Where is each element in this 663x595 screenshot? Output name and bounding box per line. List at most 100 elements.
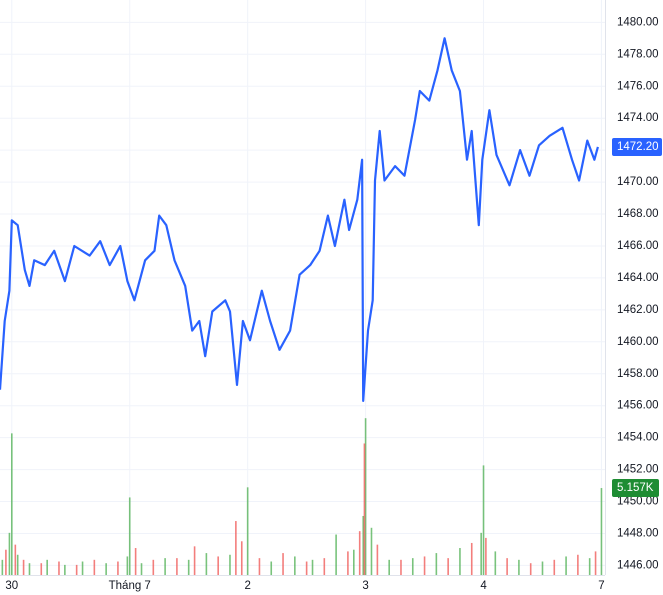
- volume-bar: [411, 558, 414, 575]
- volume-bar: [126, 556, 129, 575]
- price-line: [0, 37, 599, 402]
- volume-bar: [447, 558, 449, 575]
- volume-bar: [164, 558, 166, 575]
- y-tick-label: 1480.00: [617, 16, 659, 28]
- y-tick-label: 1470.00: [617, 176, 659, 188]
- volume-bar: [565, 556, 567, 575]
- volume-bar: [435, 553, 438, 575]
- volume-bar: [246, 487, 249, 575]
- y-tick-label: 1448.00: [617, 528, 659, 540]
- volume-bar: [193, 546, 196, 575]
- volume-bar: [64, 564, 66, 575]
- volume-label: 5.157K: [617, 482, 654, 494]
- y-tick-label: 1478.00: [617, 48, 659, 60]
- y-tick-label: 1462.00: [617, 304, 659, 316]
- x-tick-label: 2: [244, 580, 250, 592]
- y-tick-label: 1450.00: [617, 496, 659, 508]
- volume-bar: [364, 418, 367, 575]
- volume-bar: [370, 527, 373, 575]
- volume-bar: [553, 559, 556, 575]
- volume-bar: [362, 515, 365, 575]
- price-label-box: [612, 137, 662, 156]
- volume-bar: [600, 488, 603, 575]
- y-tick-label: 1446.00: [617, 559, 659, 571]
- volume-bar: [205, 553, 208, 575]
- price-label: 1472.20: [617, 141, 659, 153]
- volume-bar: [235, 521, 237, 575]
- volume-bar: [46, 559, 48, 575]
- volume-bar: [577, 554, 579, 575]
- volume-bar: [28, 563, 31, 575]
- volume-bar: [152, 559, 155, 575]
- x-tick-label: 7: [598, 580, 604, 592]
- volume-bar: [1, 559, 4, 575]
- volume-bar: [400, 559, 402, 575]
- volume-bar: [5, 549, 7, 575]
- volume-bar: [335, 534, 337, 575]
- y-tick-label: 1458.00: [617, 368, 659, 380]
- volume-bar: [353, 549, 355, 575]
- y-tick-label: 1454.00: [617, 432, 659, 444]
- x-tick-label: 3: [362, 580, 368, 592]
- volume-bar: [594, 551, 597, 575]
- volume-bar: [128, 497, 131, 575]
- volume-bar: [305, 561, 308, 575]
- volume-label-box: [612, 479, 659, 498]
- y-tick-label: 1476.00: [617, 80, 659, 92]
- volume-bar: [480, 532, 482, 575]
- volume-bar: [459, 548, 461, 575]
- volume-bar: [81, 561, 84, 575]
- x-tick-label: Tháng 7: [109, 580, 151, 592]
- volume-bar: [229, 554, 231, 575]
- x-tick-label: 30: [5, 580, 18, 592]
- volume-bar: [176, 558, 178, 575]
- volume-bar: [140, 563, 143, 575]
- volume-bar: [40, 563, 43, 575]
- volume-bar: [294, 556, 296, 575]
- volume-bar: [363, 443, 366, 575]
- volume-bar: [105, 563, 107, 575]
- volume-bar: [240, 541, 243, 575]
- volume-bar: [470, 542, 473, 575]
- volume-bar: [8, 532, 11, 575]
- y-tick-label: 1466.00: [617, 240, 659, 252]
- volume-bar: [14, 544, 17, 575]
- x-tick-label: 4: [480, 580, 487, 592]
- volume-bar: [358, 531, 361, 575]
- volume-bar: [311, 559, 314, 575]
- volume-bar: [388, 559, 390, 575]
- volume-bar: [16, 554, 19, 575]
- volume-bar: [75, 564, 78, 575]
- volume-bar: [117, 561, 119, 575]
- y-tick-label: 1468.00: [617, 208, 659, 220]
- volume-bar: [529, 563, 532, 575]
- y-tick-label: 1456.00: [617, 400, 659, 412]
- y-tick-label: 1452.00: [617, 464, 659, 476]
- volume-bar: [10, 433, 13, 575]
- volume-bar: [423, 556, 426, 575]
- y-tick-label: 1460.00: [617, 336, 659, 348]
- volume-bar: [541, 561, 544, 575]
- volume-bar: [22, 559, 25, 575]
- volume-bar: [258, 558, 261, 575]
- volume-bar: [347, 551, 349, 575]
- volume-bar: [323, 558, 326, 575]
- volume-bar: [187, 559, 190, 575]
- grid: [0, 0, 605, 575]
- volume-bar: [217, 556, 219, 575]
- volume-bar: [376, 544, 379, 575]
- volume-bar: [485, 537, 487, 575]
- volume-bar: [506, 558, 508, 575]
- volume-bar: [494, 551, 497, 575]
- y-tick-label: 1464.00: [617, 272, 659, 284]
- volume-bar: [518, 559, 520, 575]
- volume-bar: [270, 561, 273, 575]
- volume-bar: [282, 553, 284, 575]
- volume-bar: [134, 548, 137, 575]
- volume-bar: [93, 559, 96, 575]
- volume-bar: [588, 558, 591, 575]
- volume-bar: [482, 465, 485, 575]
- y-tick-label: 1474.00: [617, 112, 659, 124]
